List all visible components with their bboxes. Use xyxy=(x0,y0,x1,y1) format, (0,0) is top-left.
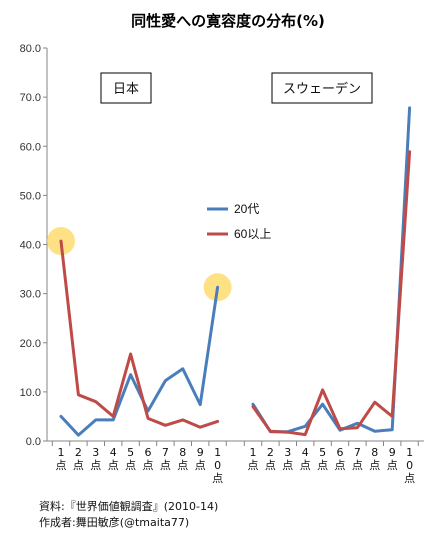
x-tick-label: 7 xyxy=(162,446,169,459)
x-tick-label: 9 xyxy=(197,446,204,459)
x-tick-label: 点 xyxy=(73,459,84,472)
x-tick-label: 点 xyxy=(195,459,206,472)
x-tick-label: 9 xyxy=(389,446,396,459)
x-tick-label: 3 xyxy=(92,446,99,459)
x-tick-label: 2 xyxy=(75,446,82,459)
series-line-20s xyxy=(59,285,220,437)
x-tick-label: 8 xyxy=(179,446,186,459)
panel-label-box xyxy=(100,72,152,104)
x-tick-label: 点 xyxy=(160,459,171,472)
legend-label: 20代 xyxy=(234,202,259,216)
panel-label: スウェーデン xyxy=(283,81,361,97)
y-tick-label: 70.0 xyxy=(20,92,41,104)
author-note: 作成者:舞田敏彦(@tmaita77) xyxy=(39,516,190,529)
y-tick-label: 10.0 xyxy=(20,387,41,399)
y-tick-label: 0.0 xyxy=(26,436,41,448)
x-tick-label: 4 xyxy=(302,446,309,459)
x-tick-label: 点 xyxy=(248,459,259,472)
x-tick-label: 1 xyxy=(58,446,65,459)
x-tick-label: 点 xyxy=(352,459,363,472)
x-tick-label: 0 xyxy=(214,459,221,472)
x-tick-label: 点 xyxy=(143,459,154,472)
x-tick-label: 点 xyxy=(265,459,276,472)
x-tick-label: 点 xyxy=(317,459,328,472)
panel-label-box xyxy=(271,72,373,104)
x-tick-label: 点 xyxy=(387,459,398,472)
x-tick-label: 点 xyxy=(369,459,380,472)
x-tick-label: 1 xyxy=(214,446,221,459)
x-tick-label: 8 xyxy=(371,446,378,459)
y-tick-label: 20.0 xyxy=(20,338,41,350)
x-tick-label: 点 xyxy=(56,459,67,472)
source-note: 資料:『世界価値観調査』(2010-14) xyxy=(39,500,219,513)
x-tick-label: 5 xyxy=(127,446,134,459)
x-tick-label: 2 xyxy=(267,446,274,459)
x-tick-label: 点 xyxy=(404,472,415,485)
x-tick-label: 4 xyxy=(110,446,117,459)
series-line-60plus xyxy=(59,239,220,429)
x-tick-label: 7 xyxy=(354,446,361,459)
x-tick-label: 5 xyxy=(319,446,326,459)
y-tick-label: 60.0 xyxy=(20,141,41,153)
x-tick-label: 点 xyxy=(90,459,101,472)
plot-area: 0.010.020.030.040.050.060.070.080.01点2点3… xyxy=(20,43,424,485)
y-tick-label: 50.0 xyxy=(20,190,41,202)
x-tick-label: 1 xyxy=(250,446,257,459)
panel-label: 日本 xyxy=(113,82,139,97)
legend-label: 60以上 xyxy=(234,227,271,241)
y-tick-label: 30.0 xyxy=(20,289,41,301)
x-tick-label: 点 xyxy=(282,459,293,472)
x-tick-label: 0 xyxy=(406,459,413,472)
x-tick-label: 点 xyxy=(300,459,311,472)
x-tick-label: 点 xyxy=(177,459,188,472)
x-tick-label: 点 xyxy=(212,472,223,485)
series-line-60plus xyxy=(251,150,412,437)
x-tick-label: 点 xyxy=(108,459,119,472)
x-tick-label: 6 xyxy=(145,446,152,459)
y-tick-label: 40.0 xyxy=(20,240,41,252)
x-tick-label: 点 xyxy=(335,459,346,472)
y-tick-label: 80.0 xyxy=(20,43,41,55)
x-tick-label: 点 xyxy=(125,459,136,472)
x-tick-label: 1 xyxy=(406,446,413,459)
series-line-20s xyxy=(251,106,412,434)
x-tick-label: 6 xyxy=(337,446,344,459)
x-tick-label: 3 xyxy=(284,446,291,459)
chart-title: 同性愛への寛容度の分布(%) xyxy=(131,12,325,30)
